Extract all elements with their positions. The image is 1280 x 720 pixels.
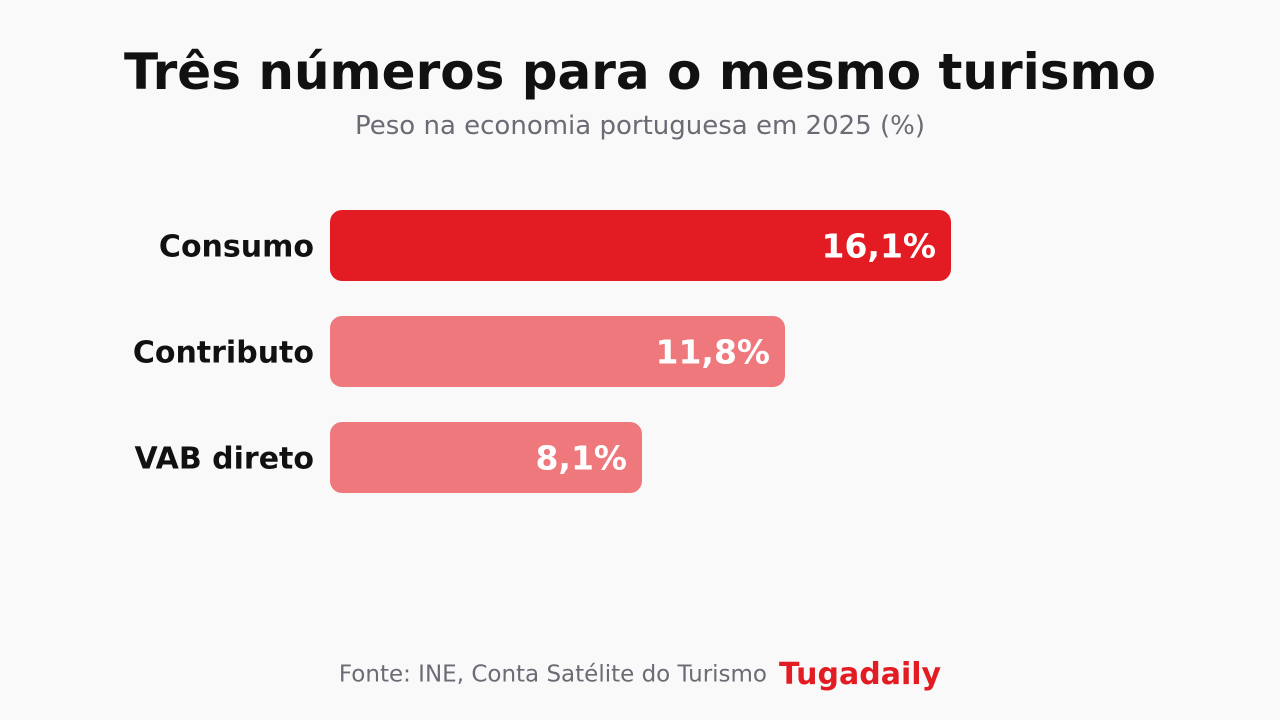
category-label: VAB direto — [134, 442, 314, 477]
category-label: Contributo — [133, 336, 314, 371]
chart-title: Três números para o mesmo turismo — [124, 43, 1156, 101]
source-note: Fonte: INE, Conta Satélite do Turismo — [338, 661, 767, 688]
bar — [330, 422, 642, 493]
bar-group: Contributo 11,8% — [133, 316, 785, 387]
value-label: 16,1% — [822, 227, 937, 266]
footer: Fonte: INE, Conta Satélite do Turismo Tug… — [0, 654, 1280, 695]
chart-subtitle: Peso na economia portuguesa em 2025 (%) — [355, 111, 925, 141]
bar — [330, 316, 785, 387]
value-label: 11,8% — [656, 333, 771, 372]
bar-group: Consumo 16,1% — [159, 210, 951, 281]
value-label: 8,1% — [535, 439, 627, 478]
bar-group: VAB direto 8,1% — [134, 422, 642, 493]
brand-logo: Tugadaily — [779, 656, 942, 692]
bar — [330, 210, 951, 281]
category-label: Consumo — [159, 230, 314, 265]
